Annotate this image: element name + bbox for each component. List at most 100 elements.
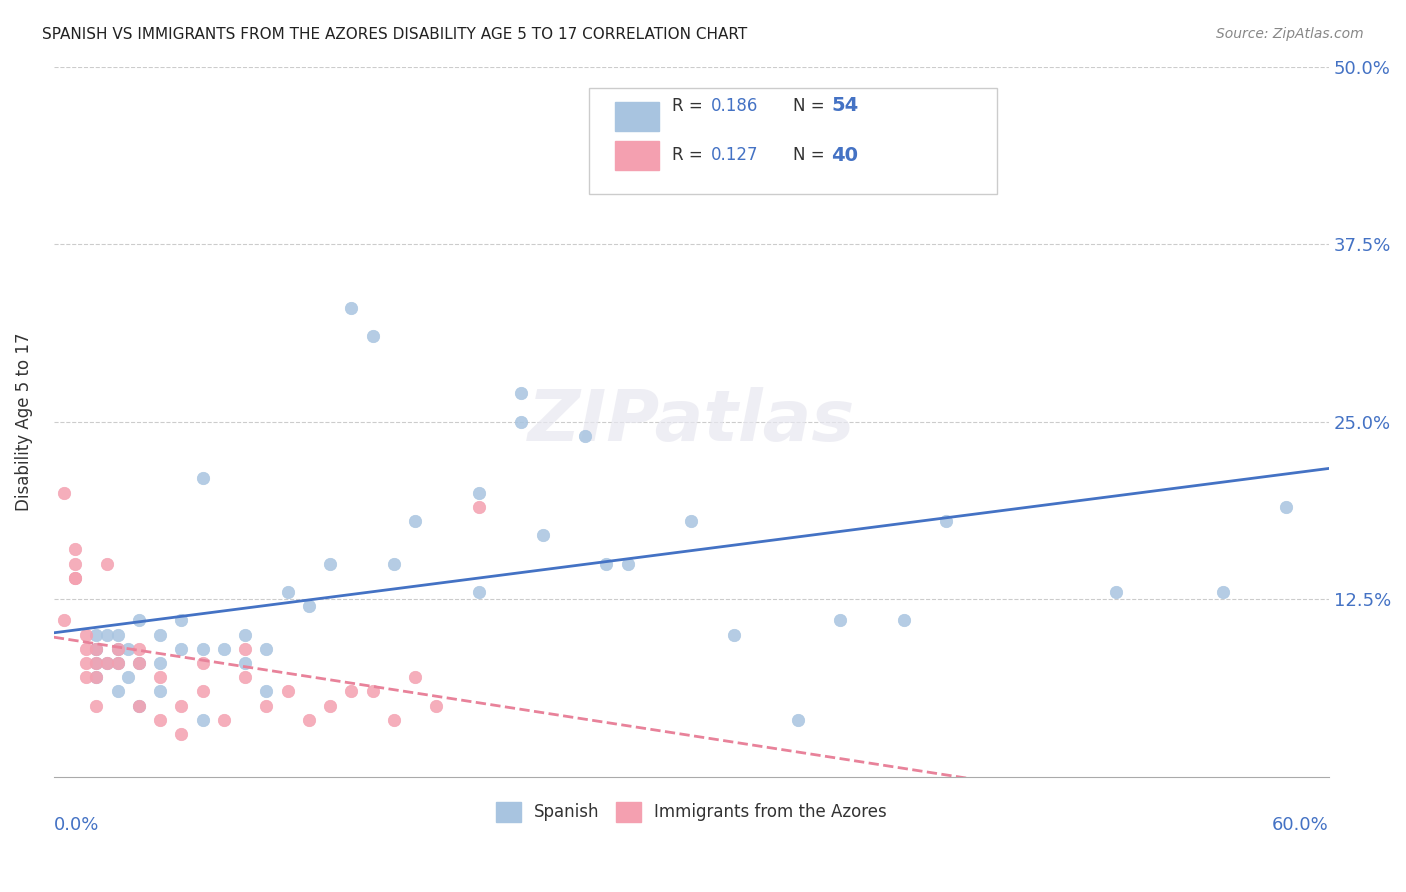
Point — [63, 571, 86, 585]
Point — [86, 670, 108, 684]
Point — [382, 557, 405, 571]
Point — [319, 698, 342, 713]
Point — [170, 641, 193, 656]
Point — [63, 557, 86, 571]
Point — [117, 670, 139, 684]
Point — [510, 415, 533, 429]
Point — [96, 656, 118, 670]
Point — [170, 727, 193, 741]
Text: N =: N = — [793, 96, 830, 115]
Point — [616, 557, 638, 571]
Point — [191, 641, 214, 656]
Point — [319, 557, 342, 571]
Point — [340, 301, 363, 315]
Text: N =: N = — [793, 146, 830, 164]
Point — [681, 514, 703, 528]
Point — [149, 627, 172, 641]
Point — [86, 641, 108, 656]
Point — [893, 614, 915, 628]
Text: SPANISH VS IMMIGRANTS FROM THE AZORES DISABILITY AGE 5 TO 17 CORRELATION CHART: SPANISH VS IMMIGRANTS FROM THE AZORES DI… — [42, 27, 748, 42]
Point — [86, 656, 108, 670]
Point — [53, 614, 76, 628]
Point — [786, 713, 808, 727]
Point — [86, 641, 108, 656]
Point — [531, 528, 554, 542]
Point — [107, 684, 129, 698]
Point — [935, 514, 957, 528]
Point — [86, 641, 108, 656]
Point — [595, 557, 617, 571]
Point — [86, 627, 108, 641]
Point — [107, 641, 129, 656]
Point — [63, 571, 86, 585]
Point — [212, 641, 235, 656]
Point — [149, 670, 172, 684]
Point — [128, 698, 150, 713]
Point — [128, 656, 150, 670]
Point — [637, 159, 659, 173]
Point — [468, 485, 491, 500]
Point — [510, 386, 533, 401]
Point — [96, 627, 118, 641]
Legend: Spanish, Immigrants from the Azores: Spanish, Immigrants from the Azores — [489, 795, 894, 829]
Text: R =: R = — [672, 146, 709, 164]
Point — [361, 329, 384, 343]
Text: 54: 54 — [831, 96, 859, 115]
FancyBboxPatch shape — [589, 88, 997, 194]
Point — [1105, 585, 1128, 599]
Point — [149, 656, 172, 670]
Point — [96, 557, 118, 571]
Point — [574, 429, 596, 443]
Point — [191, 713, 214, 727]
Point — [128, 614, 150, 628]
Point — [86, 698, 108, 713]
Point — [233, 641, 256, 656]
Point — [828, 614, 851, 628]
Y-axis label: Disability Age 5 to 17: Disability Age 5 to 17 — [15, 333, 32, 511]
Point — [96, 656, 118, 670]
Point — [340, 684, 363, 698]
Point — [404, 670, 426, 684]
Point — [191, 471, 214, 485]
Point — [75, 627, 97, 641]
Text: R =: R = — [672, 96, 709, 115]
Point — [128, 656, 150, 670]
Point — [53, 485, 76, 500]
Point — [107, 656, 129, 670]
Text: Source: ZipAtlas.com: Source: ZipAtlas.com — [1216, 27, 1364, 41]
Text: 0.0%: 0.0% — [53, 815, 100, 834]
Point — [1275, 500, 1298, 514]
Text: 0.186: 0.186 — [710, 96, 758, 115]
Point — [107, 627, 129, 641]
Point — [298, 713, 321, 727]
Point — [254, 641, 277, 656]
Point — [149, 684, 172, 698]
Point — [233, 627, 256, 641]
Point — [128, 641, 150, 656]
Point — [149, 713, 172, 727]
Point — [233, 670, 256, 684]
Point — [254, 684, 277, 698]
Point — [468, 585, 491, 599]
Point — [86, 670, 108, 684]
Point — [361, 684, 384, 698]
Point — [191, 656, 214, 670]
Point — [117, 641, 139, 656]
Point — [75, 656, 97, 670]
Point — [191, 684, 214, 698]
Point — [107, 656, 129, 670]
Point — [233, 656, 256, 670]
Point — [277, 684, 299, 698]
Point — [1212, 585, 1234, 599]
FancyBboxPatch shape — [614, 102, 659, 130]
Point — [382, 713, 405, 727]
Point — [86, 656, 108, 670]
Point — [170, 698, 193, 713]
Point — [723, 627, 745, 641]
Point — [254, 698, 277, 713]
Text: 60.0%: 60.0% — [1272, 815, 1329, 834]
FancyBboxPatch shape — [614, 141, 659, 169]
Point — [212, 713, 235, 727]
Point — [298, 599, 321, 614]
Point — [107, 641, 129, 656]
